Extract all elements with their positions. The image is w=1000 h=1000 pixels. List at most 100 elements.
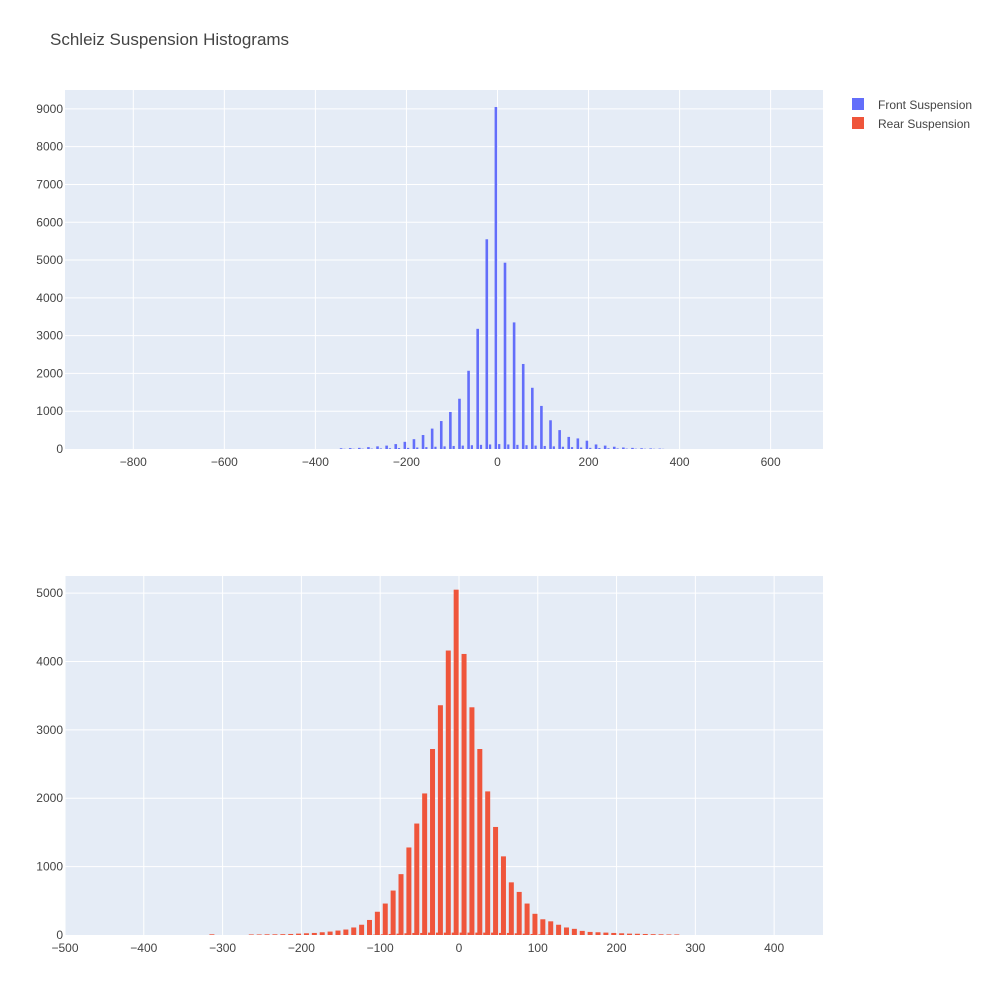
bar-rear[interactable] bbox=[343, 929, 349, 935]
bar-rear[interactable] bbox=[587, 931, 593, 935]
bar-minor-front[interactable] bbox=[452, 445, 455, 449]
bar-front[interactable] bbox=[403, 441, 407, 449]
bar-front[interactable] bbox=[612, 446, 616, 449]
bar-minor-front[interactable] bbox=[552, 446, 555, 449]
bar-front[interactable] bbox=[567, 436, 571, 449]
bar-minor-front[interactable] bbox=[416, 447, 419, 449]
bar-rear[interactable] bbox=[516, 891, 522, 935]
bar-rear[interactable] bbox=[303, 933, 309, 935]
bar-minor-front[interactable] bbox=[516, 444, 519, 449]
bar-minor-front[interactable] bbox=[388, 448, 392, 449]
bar-rear[interactable] bbox=[288, 933, 294, 935]
bar-rear[interactable] bbox=[351, 927, 357, 935]
bar-rear[interactable] bbox=[634, 933, 640, 935]
bar-minor-front[interactable] bbox=[570, 447, 574, 449]
bar-rear[interactable] bbox=[611, 932, 617, 935]
bar-rear[interactable] bbox=[674, 934, 680, 935]
bar-rear[interactable] bbox=[406, 847, 412, 935]
bar-rear[interactable] bbox=[461, 653, 467, 935]
bar-rear[interactable] bbox=[477, 749, 483, 935]
bar-rear[interactable] bbox=[650, 934, 656, 935]
bar-minor-front[interactable] bbox=[407, 447, 410, 449]
bar-front[interactable] bbox=[467, 370, 470, 449]
bar-front[interactable] bbox=[412, 439, 416, 449]
bar-rear[interactable] bbox=[524, 903, 530, 935]
bar-rear[interactable] bbox=[437, 705, 443, 935]
bar-front[interactable] bbox=[439, 421, 443, 449]
bar-rear[interactable] bbox=[272, 934, 278, 935]
bar-front[interactable] bbox=[603, 445, 607, 449]
legend-item-front[interactable]: Front Suspension bbox=[852, 98, 972, 112]
bar-rear[interactable] bbox=[666, 934, 672, 935]
bar-minor-front[interactable] bbox=[434, 446, 437, 449]
bar-rear[interactable] bbox=[493, 826, 499, 935]
bar-rear[interactable] bbox=[563, 927, 569, 935]
bar-front[interactable] bbox=[348, 448, 352, 449]
bar-front[interactable] bbox=[449, 411, 452, 449]
bar-rear[interactable] bbox=[508, 882, 514, 935]
bar-rear[interactable] bbox=[374, 911, 380, 935]
bar-minor-front[interactable] bbox=[443, 446, 446, 449]
bar-rear[interactable] bbox=[335, 930, 341, 935]
bar-rear[interactable] bbox=[264, 934, 270, 935]
legend-item-rear[interactable]: Rear Suspension bbox=[852, 117, 970, 131]
bar-minor-front[interactable] bbox=[534, 445, 537, 449]
bar-minor-front[interactable] bbox=[525, 445, 528, 449]
bar-rear[interactable] bbox=[311, 932, 317, 935]
bar-rear[interactable] bbox=[248, 934, 254, 935]
bar-front[interactable] bbox=[540, 405, 543, 449]
bar-rear[interactable] bbox=[422, 793, 428, 935]
bar-rear[interactable] bbox=[430, 749, 436, 935]
bar-rear[interactable] bbox=[540, 919, 546, 935]
bar-minor-front[interactable] bbox=[425, 447, 428, 449]
bar-minor-front[interactable] bbox=[561, 446, 565, 449]
bar-front[interactable] bbox=[458, 398, 461, 449]
legend[interactable]: Front Suspension Rear Suspension bbox=[852, 98, 972, 131]
bar-minor-front[interactable] bbox=[507, 444, 510, 449]
bar-rear[interactable] bbox=[658, 934, 664, 935]
bar-front[interactable] bbox=[430, 428, 434, 449]
bar-rear[interactable] bbox=[571, 928, 577, 935]
bar-minor-front[interactable] bbox=[580, 447, 583, 449]
bar-minor-front[interactable] bbox=[461, 445, 464, 449]
plot-area-front[interactable] bbox=[65, 90, 823, 449]
plot-area-rear[interactable] bbox=[65, 576, 823, 935]
bar-rear[interactable] bbox=[548, 921, 554, 935]
bar-front[interactable] bbox=[512, 322, 516, 449]
bar-minor-front[interactable] bbox=[397, 448, 401, 449]
bar-rear[interactable] bbox=[256, 934, 262, 935]
bar-rear[interactable] bbox=[603, 932, 609, 935]
bar-front[interactable] bbox=[521, 363, 525, 449]
bar-rear[interactable] bbox=[390, 890, 396, 935]
bar-rear[interactable] bbox=[319, 932, 325, 935]
bar-rear[interactable] bbox=[453, 589, 459, 935]
bar-front[interactable] bbox=[576, 438, 580, 449]
bar-rear[interactable] bbox=[327, 931, 333, 935]
bar-rear[interactable] bbox=[469, 707, 475, 935]
bar-rear[interactable] bbox=[500, 856, 506, 935]
bar-rear[interactable] bbox=[627, 933, 633, 935]
bar-front[interactable] bbox=[394, 444, 398, 449]
bar-rear[interactable] bbox=[398, 874, 404, 935]
bar-front[interactable] bbox=[339, 448, 343, 449]
bar-rear[interactable] bbox=[579, 930, 585, 935]
bar-minor-front[interactable] bbox=[379, 448, 382, 449]
bar-front[interactable] bbox=[622, 447, 625, 449]
bar-rear[interactable] bbox=[366, 919, 372, 935]
bar-front[interactable] bbox=[421, 435, 425, 449]
bar-minor-front[interactable] bbox=[543, 445, 546, 449]
bar-front[interactable] bbox=[485, 239, 489, 449]
bar-front[interactable] bbox=[558, 430, 561, 449]
bar-front[interactable] bbox=[494, 107, 498, 450]
bar-front[interactable] bbox=[585, 440, 589, 449]
bar-rear[interactable] bbox=[209, 934, 215, 935]
bar-front[interactable] bbox=[385, 445, 388, 449]
bar-rear[interactable] bbox=[595, 932, 601, 935]
bar-rear[interactable] bbox=[382, 903, 388, 935]
bar-front[interactable] bbox=[503, 262, 507, 449]
bar-rear[interactable] bbox=[532, 913, 538, 935]
bar-front[interactable] bbox=[531, 387, 534, 449]
bar-rear[interactable] bbox=[485, 791, 491, 935]
bar-minor-front[interactable] bbox=[589, 447, 592, 449]
bar-minor-front[interactable] bbox=[607, 448, 610, 449]
